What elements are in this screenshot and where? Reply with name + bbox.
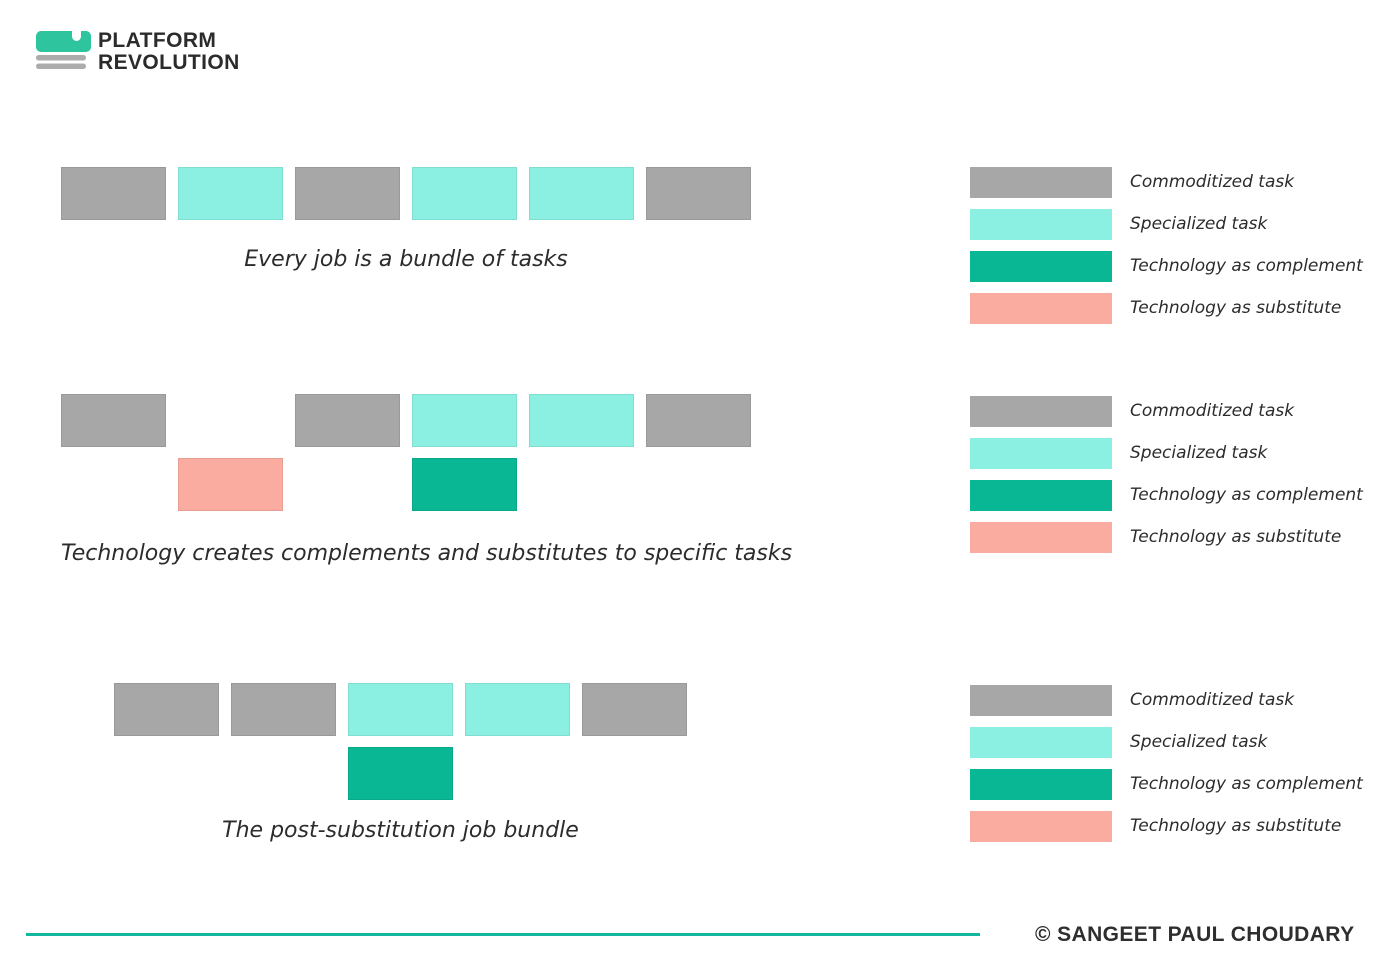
platform-revolution-logo: PLATFORM REVOLUTION — [36, 29, 240, 74]
specialized-task-block — [529, 394, 634, 447]
legend-label: Technology as substitute — [1130, 298, 1342, 318]
footer-divider — [26, 933, 980, 936]
platform-revolution-logo-icon — [36, 31, 91, 69]
section-caption: Every job is a bundle of tasks — [244, 247, 568, 272]
commoditized-task-block — [582, 683, 687, 736]
commoditized-legend-swatch — [970, 396, 1112, 427]
legend-label: Technology as complement — [1130, 774, 1363, 794]
specialized-legend-swatch — [970, 438, 1112, 469]
complement-legend-swatch — [970, 769, 1112, 800]
complement-legend-swatch — [970, 480, 1112, 511]
commoditized-task-block — [646, 394, 751, 447]
commoditized-task-block — [295, 167, 400, 220]
specialized-legend-swatch — [970, 727, 1112, 758]
specialized-legend-swatch — [970, 209, 1112, 240]
section-caption: Technology creates complements and subst… — [61, 541, 793, 566]
complement-tech-block — [348, 747, 453, 800]
substitute-tech-block — [178, 458, 283, 511]
legend-label: Technology as complement — [1130, 485, 1363, 505]
legend-label: Technology as complement — [1130, 256, 1363, 276]
copyright-text: © SANGEET PAUL CHOUDARY — [1035, 923, 1355, 946]
commoditized-task-block — [646, 167, 751, 220]
logo-line1: PLATFORM — [98, 29, 217, 52]
commoditized-task-block — [61, 167, 166, 220]
specialized-task-block — [412, 394, 517, 447]
legend-label: Commoditized task — [1130, 690, 1295, 710]
specialized-task-block — [529, 167, 634, 220]
commoditized-legend-swatch — [970, 167, 1112, 198]
commoditized-task-block — [295, 394, 400, 447]
legend-label: Specialized task — [1130, 443, 1268, 463]
substitute-legend-swatch — [970, 811, 1112, 842]
legend-label: Technology as substitute — [1130, 527, 1342, 547]
commoditized-legend-swatch — [970, 685, 1112, 716]
complement-legend-swatch — [970, 251, 1112, 282]
logo-wordmark: PLATFORM REVOLUTION — [98, 30, 240, 74]
legend-label: Specialized task — [1130, 214, 1268, 234]
legend-label: Commoditized task — [1130, 401, 1295, 421]
legend-label: Specialized task — [1130, 732, 1268, 752]
substitute-legend-swatch — [970, 522, 1112, 553]
specialized-task-block — [348, 683, 453, 736]
specialized-task-block — [412, 167, 517, 220]
legend-label: Commoditized task — [1130, 172, 1295, 192]
logo-line2: REVOLUTION — [98, 51, 240, 74]
section-caption: The post-substitution job bundle — [222, 818, 579, 843]
specialized-task-block — [465, 683, 570, 736]
specialized-task-block — [178, 167, 283, 220]
commoditized-task-block — [61, 394, 166, 447]
substitute-legend-swatch — [970, 293, 1112, 324]
commoditized-task-block — [114, 683, 219, 736]
complement-tech-block — [412, 458, 517, 511]
commoditized-task-block — [231, 683, 336, 736]
legend-label: Technology as substitute — [1130, 816, 1342, 836]
